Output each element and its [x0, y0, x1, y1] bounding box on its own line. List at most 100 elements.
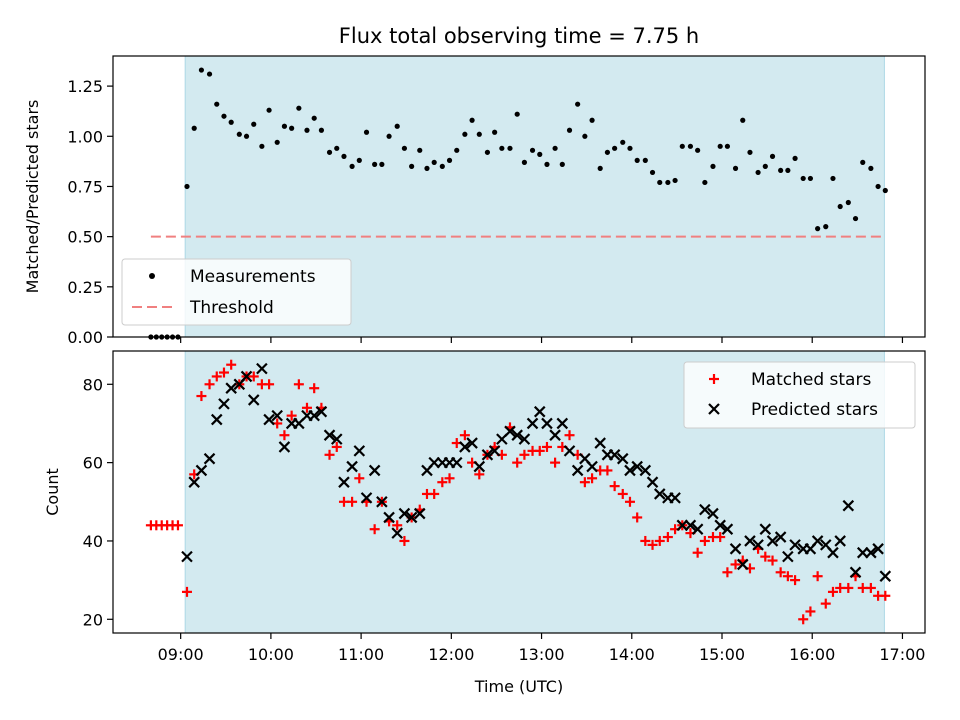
matched-star-point: [474, 469, 485, 480]
bottom-y-tick-label: 40: [83, 532, 103, 551]
x-axis-label: Time (UTC): [474, 677, 563, 696]
measurement-point: [281, 123, 288, 129]
measurement-point: [372, 161, 378, 167]
measurement-point: [868, 165, 874, 171]
predicted-star-point: [639, 464, 652, 477]
measurement-point: [401, 145, 408, 151]
measurement-point: [529, 147, 536, 153]
top-panel: 0.00 0.25 0.50 0.75 1.00 1.25 Matched/Predict…: [23, 55, 926, 347]
predicted-star-point: [549, 429, 561, 441]
measurement-point: [732, 165, 739, 171]
matched-star-point: [218, 367, 229, 378]
measurement-point: [679, 143, 685, 149]
matched-star-point: [459, 430, 470, 441]
bottom-y-tick-label: 80: [83, 375, 103, 394]
measurement-point: [710, 163, 716, 169]
measurement-point: [409, 163, 415, 169]
measurement-point: [830, 175, 836, 182]
top-y-tick-label: 0.00: [67, 328, 103, 347]
measurement-point: [386, 133, 392, 139]
predicted-star-point: [181, 550, 193, 563]
predicted-star-point: [195, 464, 208, 477]
matched-star-point: [172, 520, 183, 531]
matched-star-point: [827, 586, 838, 597]
matched-star-point: [609, 481, 620, 492]
predicted-star-point: [669, 492, 681, 504]
predicted-star-point: [721, 523, 734, 535]
top-legend: Measurements Threshold: [121, 258, 352, 326]
predicted-star-point: [571, 464, 584, 477]
matched-star-point: [309, 383, 320, 394]
predicted-star-point: [218, 398, 230, 410]
matched-star-point: [843, 582, 854, 593]
measurement-point: [356, 157, 362, 163]
matched-star-point: [782, 571, 793, 582]
measurement-point: [191, 125, 197, 131]
predicted-star-point: [759, 523, 772, 535]
measurement-point: [379, 161, 385, 167]
legend-threshold-label: Threshold: [189, 298, 274, 318]
measurement-point: [845, 199, 851, 206]
predicted-star-point: [323, 429, 336, 441]
predicted-star-point: [872, 543, 884, 555]
matched-star-point: [692, 547, 703, 558]
predicted-star-point: [247, 394, 260, 406]
matched-star-point: [301, 402, 312, 413]
predicted-star-point: [752, 539, 764, 551]
measurement-point: [837, 203, 843, 210]
predicted-star-point: [736, 558, 749, 571]
matched-star-point: [429, 488, 440, 499]
predicted-star-point: [405, 511, 418, 524]
measurement-point: [875, 183, 881, 190]
predicted-star-point: [865, 546, 877, 559]
matched-star-point: [865, 582, 876, 593]
matched-star-point: [534, 445, 545, 456]
predicted-star-point: [849, 566, 862, 579]
measurement-point: [431, 159, 437, 165]
measurement-point: [311, 115, 317, 121]
predicted-star-point: [263, 413, 275, 426]
measurement-point: [823, 224, 829, 230]
predicted-star-point: [203, 452, 216, 465]
matched-star-point: [264, 379, 275, 390]
measurement-point: [266, 107, 272, 113]
predicted-star-point: [383, 511, 395, 524]
measurement-point: [792, 155, 798, 161]
matched-star-point: [541, 441, 552, 452]
legend-predicted-marker: [708, 403, 720, 415]
matched-star-point: [369, 524, 380, 535]
measurement-point: [417, 147, 423, 153]
measurement-point: [334, 145, 340, 151]
bottom-y-tick-label: 60: [83, 454, 103, 473]
measurement-point: [642, 157, 648, 163]
x-tick-label: 16:00: [789, 645, 835, 664]
matched-star-point: [579, 477, 590, 488]
measurement-point: [476, 131, 482, 137]
measurement-point: [484, 149, 491, 155]
matched-star-point: [617, 488, 628, 499]
measurement-point: [800, 175, 806, 182]
predicted-star-point: [774, 531, 787, 543]
predicted-star-point: [473, 460, 486, 473]
measurement-point: [492, 129, 498, 135]
predicted-star-point: [684, 519, 697, 532]
x-tick-label: 13:00: [519, 645, 565, 664]
predicted-star-point: [466, 437, 478, 449]
matched-star-point: [550, 457, 561, 468]
measurement-point: [597, 165, 603, 171]
predicted-star-point: [346, 460, 358, 473]
measurement-point: [228, 119, 234, 125]
predicted-star-point: [729, 543, 742, 555]
measurement-point: [634, 157, 640, 163]
measurement-point: [649, 169, 656, 176]
measurement-point: [747, 149, 753, 155]
matched-star-point: [647, 539, 658, 550]
matched-star-point: [211, 371, 222, 382]
predicted-star-point: [631, 460, 643, 473]
measurement-point: [620, 139, 626, 145]
bottom-legend-box: [683, 361, 916, 429]
measurement-point: [243, 133, 250, 139]
predicted-star-point: [616, 452, 629, 465]
predicted-star-point: [368, 464, 381, 477]
bottom-legend: Matched stars Predicted stars: [683, 361, 916, 429]
